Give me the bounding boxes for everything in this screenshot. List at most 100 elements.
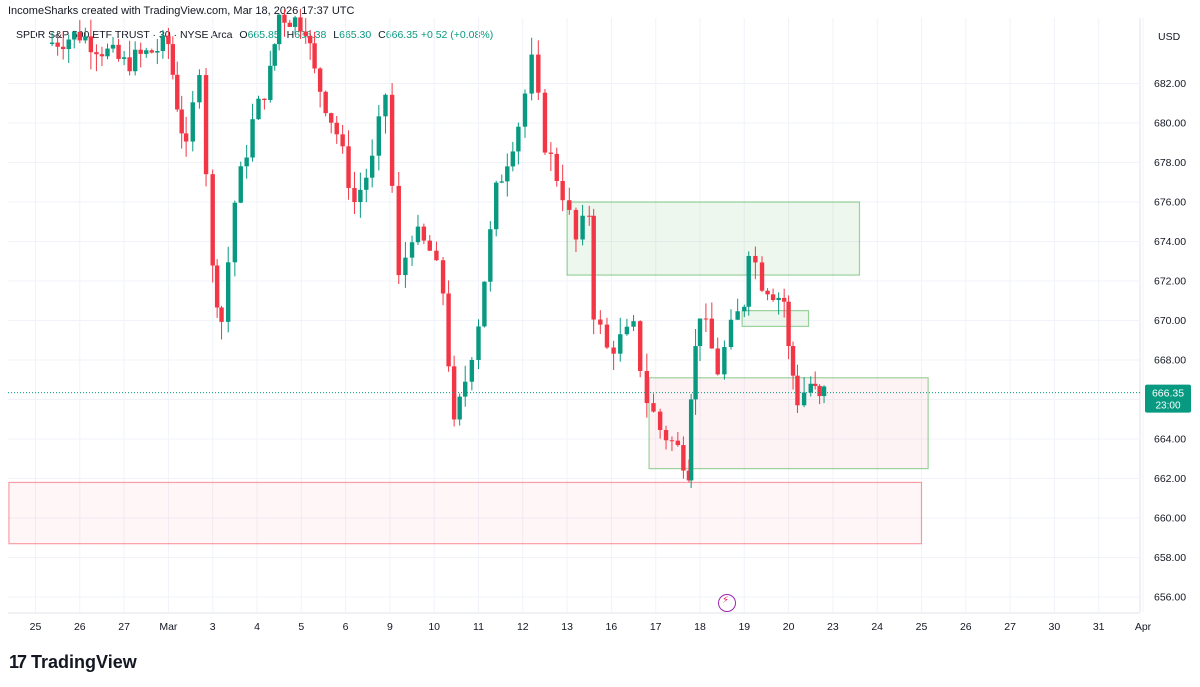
demand-zone[interactable] [8,481,923,545]
candle-body[interactable] [587,215,592,217]
candle-body[interactable] [292,17,298,27]
candle-body[interactable] [542,92,548,153]
candle-body[interactable] [722,347,727,375]
lightning-icon[interactable] [718,594,736,612]
candle-body[interactable] [352,187,357,203]
candle-body[interactable] [573,209,579,240]
candle-body[interactable] [482,281,487,327]
candle-body[interactable] [358,189,363,203]
candle-body[interactable] [510,151,516,167]
candle-body[interactable] [210,174,215,266]
candle-body[interactable] [688,399,694,481]
candle-body[interactable] [709,318,715,349]
candle-body[interactable] [166,35,171,45]
supply-zone[interactable] [566,201,861,276]
candle-body[interactable] [144,50,149,54]
candle-body[interactable] [560,180,565,201]
candle-body[interactable] [728,319,734,348]
candle-body[interactable] [238,166,243,203]
candle-body[interactable] [415,226,421,243]
candle-body[interactable] [110,44,116,49]
last-price-badge[interactable] [1145,384,1191,413]
candle-body[interactable] [190,102,195,142]
candle-body[interactable] [812,383,818,386]
candle-body[interactable] [516,126,521,152]
candle-body[interactable] [197,75,202,103]
candle-body[interactable] [703,318,709,320]
candle-body[interactable] [554,153,559,181]
candle-body[interactable] [686,470,692,481]
candle-body[interactable] [580,215,585,240]
candle-body[interactable] [759,262,765,291]
candle-body[interactable] [268,65,273,100]
candle-body[interactable] [591,215,596,320]
candle-body[interactable] [488,229,493,282]
candle-body[interactable] [790,346,796,376]
candle-body[interactable] [631,321,636,327]
candle-body[interactable] [396,185,401,276]
candle-body[interactable] [505,166,510,182]
candle-body[interactable] [611,347,616,354]
candle-body[interactable] [403,257,408,276]
candle-body[interactable] [499,181,504,183]
candle-body[interactable] [795,375,800,406]
candle-body[interactable] [72,32,77,40]
candle-body[interactable] [226,262,231,322]
candle-body[interactable] [808,383,813,393]
candle-body[interactable] [155,51,160,53]
candle-body[interactable] [637,321,643,372]
candle-body[interactable] [446,293,451,367]
candle-body[interactable] [457,396,462,420]
candle-body[interactable] [440,260,446,294]
candle-body[interactable] [598,319,603,325]
candle-body[interactable] [94,52,99,55]
candle-body[interactable] [663,430,669,441]
candle-body[interactable] [522,93,528,127]
candle-body[interactable] [60,46,66,50]
candle-body[interactable] [121,57,127,59]
candle-body[interactable] [434,250,439,261]
candle-body[interactable] [781,297,787,302]
candle-body[interactable] [567,200,572,210]
candle-body[interactable] [99,54,105,57]
candle-body[interactable] [214,265,220,308]
currency-label[interactable]: USD [1158,31,1181,43]
candle-body[interactable] [116,44,121,59]
candle-body[interactable] [262,98,267,100]
candle-body[interactable] [735,311,740,320]
candle-body[interactable] [675,440,681,446]
candle-body[interactable] [746,255,751,307]
candle-body[interactable] [149,50,154,53]
candle-body[interactable] [66,39,71,50]
candle-body[interactable] [618,334,623,354]
candle-body[interactable] [494,182,499,230]
candle-body[interactable] [244,157,249,167]
candle-body[interactable] [219,307,224,322]
candle-body[interactable] [376,116,382,156]
candle-body[interactable] [651,403,656,412]
candle-body[interactable] [55,42,60,47]
candle-body[interactable] [287,22,292,27]
candle-body[interactable] [476,326,481,360]
candle-body[interactable] [127,57,132,72]
candle-body[interactable] [604,324,610,348]
candle-body[interactable] [170,44,176,75]
candle-body[interactable] [160,35,166,52]
candle-body[interactable] [298,17,303,32]
candle-body[interactable] [742,306,747,312]
candle-body[interactable] [272,44,277,66]
candle-body[interactable] [323,91,328,114]
candle-body[interactable] [427,240,432,251]
candle-body[interactable] [364,177,369,190]
candle-body[interactable] [801,392,807,406]
candle-body[interactable] [463,381,468,397]
candle-body[interactable] [334,122,339,135]
candle-body[interactable] [175,74,180,110]
candle-body[interactable] [451,366,457,420]
candle-body[interactable] [276,14,282,45]
candle-body[interactable] [776,297,781,301]
candle-body[interactable] [389,94,395,186]
candle-body[interactable] [256,98,261,120]
candle-body[interactable] [346,146,351,188]
candle-body[interactable] [282,14,287,23]
